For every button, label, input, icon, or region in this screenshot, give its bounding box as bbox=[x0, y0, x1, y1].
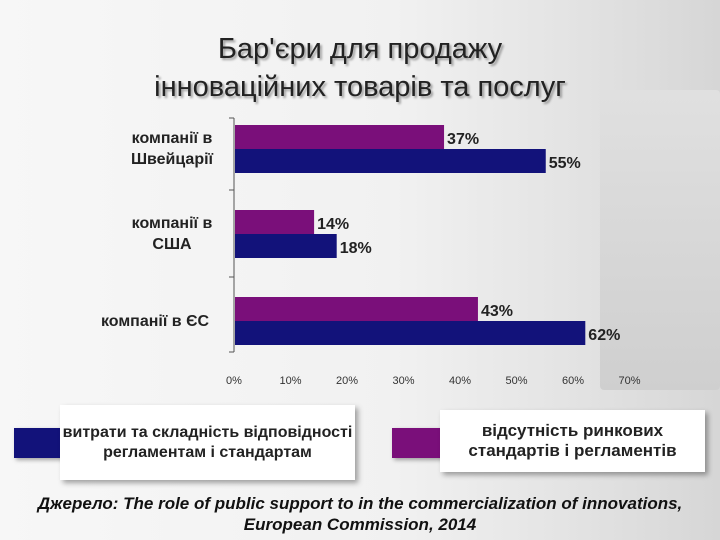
x-tick-label-0: 0% bbox=[226, 375, 242, 387]
x-tick-label-2: 20% bbox=[336, 375, 358, 387]
source-line-1: Джерело: The role of public support to i… bbox=[0, 493, 720, 514]
legend-swatch-purple bbox=[392, 428, 442, 458]
data-label-series0-cat0: 37% bbox=[447, 131, 479, 148]
x-tick-label-1: 10% bbox=[279, 375, 301, 387]
x-tick-label-5: 50% bbox=[505, 375, 527, 387]
source-note: Джерело: The role of public support to i… bbox=[0, 493, 720, 535]
x-tick-label-6: 60% bbox=[562, 375, 584, 387]
legend-box-purple: відсутність ринкових стандартів і реглам… bbox=[440, 410, 705, 472]
data-label-series0-cat2: 43% bbox=[481, 303, 513, 320]
category-label-0-line1: компанії в bbox=[132, 130, 213, 147]
data-label-series0-cat1: 14% bbox=[317, 216, 349, 233]
legend-swatch-blue bbox=[14, 428, 64, 458]
x-tick-label-7: 70% bbox=[618, 375, 640, 387]
data-label-series1-cat2: 62% bbox=[588, 327, 620, 344]
category-label-1-line2: США bbox=[152, 236, 192, 253]
legend-label-blue: витрати та складність відповідності регл… bbox=[60, 423, 355, 463]
category-label-0-line2: Швейцарії bbox=[131, 151, 214, 168]
bar-series0-cat0 bbox=[235, 125, 444, 149]
x-tick-label-4: 40% bbox=[449, 375, 471, 387]
x-tick-label-3: 30% bbox=[392, 375, 414, 387]
category-label-1-line1: компанії в bbox=[132, 215, 213, 232]
bar-series0-cat2 bbox=[235, 297, 478, 321]
bar-series1-cat2 bbox=[235, 321, 585, 345]
legend-box-blue: витрати та складність відповідності регл… bbox=[60, 405, 355, 480]
data-label-series1-cat0: 55% bbox=[549, 155, 581, 172]
legend-label-purple: відсутність ринкових стандартів і реглам… bbox=[440, 421, 705, 461]
bar-series1-cat1 bbox=[235, 234, 337, 258]
bar-series0-cat1 bbox=[235, 210, 314, 234]
source-line-2: European Commission, 2014 bbox=[0, 514, 720, 535]
data-label-series1-cat1: 18% bbox=[340, 240, 372, 257]
category-label-2: компанії в ЄС bbox=[101, 313, 209, 330]
bar-chart: 0% 10% 20% 30% 40% 50% 60% 70% компанії в Швейцар… bbox=[0, 0, 720, 400]
bar-series1-cat0 bbox=[235, 149, 546, 173]
